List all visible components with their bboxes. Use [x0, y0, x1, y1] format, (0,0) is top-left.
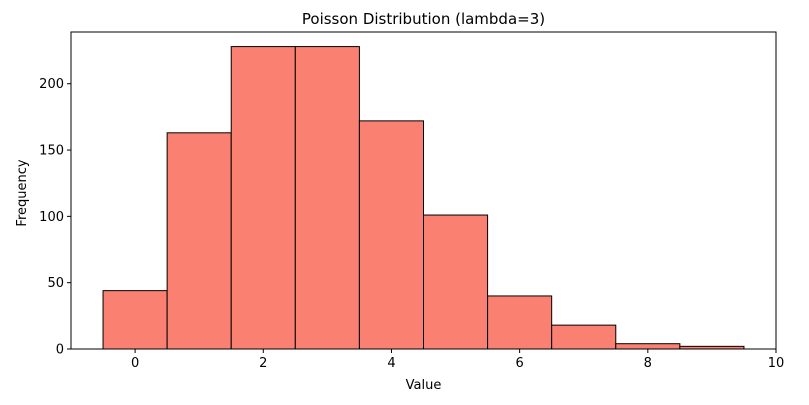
histogram-bar — [423, 214, 489, 350]
x-axis-label: Value — [406, 378, 442, 393]
x-tick-label: 2 — [259, 356, 267, 371]
histogram-bar — [102, 290, 168, 350]
chart-title: Poisson Distribution (lambda=3) — [302, 10, 545, 28]
y-tick-label: 200 — [39, 77, 64, 92]
bars-group — [102, 46, 745, 350]
y-tick-label: 100 — [39, 210, 64, 225]
x-tick-label: 6 — [515, 356, 523, 371]
x-tick-label: 0 — [131, 356, 139, 371]
x-tick-label: 8 — [644, 356, 652, 371]
histogram-bar — [230, 46, 296, 350]
x-axis-ticks: 0 2 4 6 8 10 — [131, 349, 784, 371]
y-axis-label: Frequency — [15, 159, 30, 226]
x-tick-label: 4 — [387, 356, 395, 371]
histogram-bar — [166, 132, 232, 350]
histogram-bar — [487, 295, 553, 350]
y-tick-label: 150 — [39, 144, 64, 159]
histogram-bar — [294, 46, 360, 350]
x-tick-label: 10 — [768, 356, 785, 371]
histogram-bar — [615, 343, 681, 350]
plot-frame — [70, 31, 777, 350]
y-axis-ticks: 0 50 100 150 200 — [39, 77, 71, 358]
y-tick-label: 0 — [56, 343, 64, 358]
y-tick-label: 50 — [47, 276, 64, 291]
histogram-bar — [551, 324, 617, 350]
histogram-bar — [358, 120, 424, 350]
